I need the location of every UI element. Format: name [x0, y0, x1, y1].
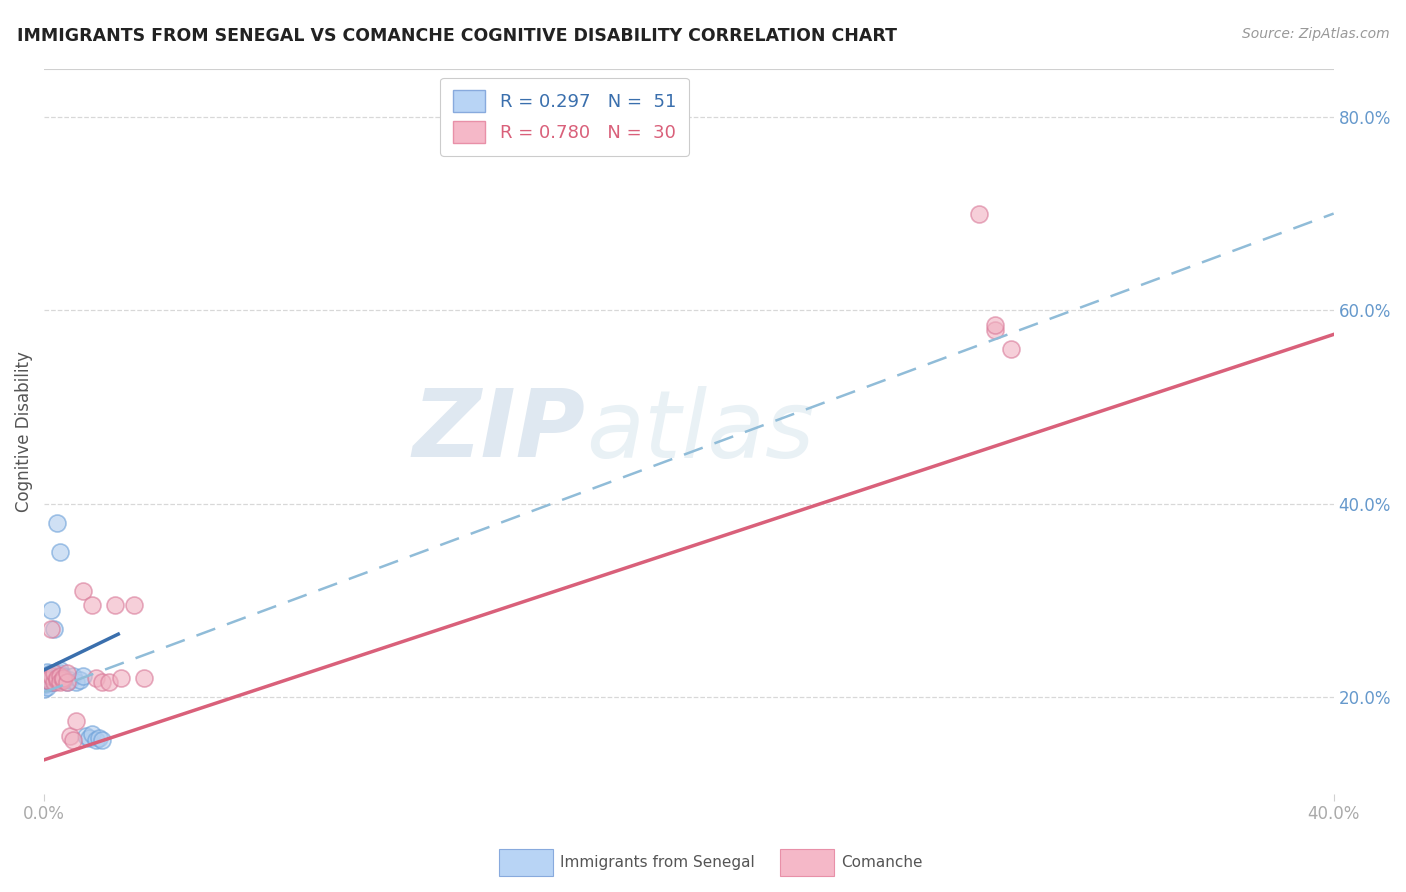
Point	[46, 673, 69, 687]
Point	[37, 670, 59, 684]
Point	[46, 516, 69, 530]
Point	[49, 669, 72, 683]
Point	[32, 673, 55, 687]
Point	[52, 671, 75, 685]
Point	[59, 673, 82, 687]
Point	[984, 318, 1007, 332]
Point	[52, 669, 75, 683]
Point	[49, 669, 72, 683]
Point	[39, 603, 62, 617]
Text: Comanche: Comanche	[841, 855, 922, 870]
Point	[52, 673, 75, 687]
Point	[1000, 342, 1022, 356]
Point	[65, 675, 87, 690]
Point	[37, 673, 59, 687]
Point	[97, 675, 120, 690]
Point	[82, 727, 104, 741]
Point	[39, 669, 62, 683]
Text: ZIP: ZIP	[413, 385, 586, 477]
Point	[55, 675, 77, 690]
Legend: R = 0.297   N =  51, R = 0.780   N =  30: R = 0.297 N = 51, R = 0.780 N = 30	[440, 78, 689, 156]
Point	[132, 671, 155, 685]
Point	[39, 665, 62, 680]
Point	[55, 665, 77, 680]
Point	[42, 671, 65, 685]
Point	[32, 671, 55, 685]
Point	[87, 731, 110, 745]
Point	[82, 598, 104, 612]
Point	[62, 669, 84, 683]
Point	[984, 322, 1007, 336]
Point	[32, 671, 55, 685]
Point	[967, 206, 990, 220]
Point	[124, 598, 146, 612]
Point	[77, 731, 100, 745]
Point	[32, 675, 55, 690]
Point	[72, 669, 94, 683]
Point	[75, 729, 97, 743]
Point	[39, 623, 62, 637]
Point	[42, 669, 65, 683]
Point	[32, 677, 55, 691]
Point	[32, 674, 55, 689]
Point	[65, 714, 87, 728]
Point	[62, 733, 84, 747]
Point	[46, 673, 69, 687]
Point	[42, 673, 65, 687]
Point	[91, 733, 114, 747]
Point	[32, 669, 55, 683]
Point	[37, 667, 59, 681]
Point	[32, 678, 55, 692]
Text: atlas: atlas	[586, 385, 814, 476]
Point	[42, 623, 65, 637]
Point	[42, 665, 65, 680]
Point	[49, 675, 72, 690]
Point	[46, 669, 69, 683]
Point	[37, 673, 59, 688]
Point	[52, 673, 75, 687]
Point	[37, 665, 59, 679]
Point	[42, 665, 65, 680]
Point	[37, 681, 59, 695]
Point	[42, 675, 65, 690]
Point	[49, 663, 72, 677]
Point	[49, 665, 72, 680]
Text: Immigrants from Senegal: Immigrants from Senegal	[560, 855, 755, 870]
Point	[37, 672, 59, 686]
Point	[46, 671, 69, 685]
Point	[84, 733, 107, 747]
Point	[37, 673, 59, 687]
Point	[49, 545, 72, 559]
Point	[32, 682, 55, 697]
Text: Source: ZipAtlas.com: Source: ZipAtlas.com	[1241, 27, 1389, 41]
Point	[46, 671, 69, 685]
Point	[72, 583, 94, 598]
Point	[59, 729, 82, 743]
Point	[39, 675, 62, 690]
Point	[37, 676, 59, 690]
Point	[104, 598, 127, 612]
Point	[84, 671, 107, 685]
Point	[39, 671, 62, 685]
Point	[91, 675, 114, 690]
Text: IMMIGRANTS FROM SENEGAL VS COMANCHE COGNITIVE DISABILITY CORRELATION CHART: IMMIGRANTS FROM SENEGAL VS COMANCHE COGN…	[17, 27, 897, 45]
Y-axis label: Cognitive Disability: Cognitive Disability	[15, 351, 32, 511]
Point	[39, 670, 62, 684]
Point	[69, 673, 91, 687]
Point	[110, 671, 132, 685]
Point	[55, 675, 77, 690]
Point	[39, 672, 62, 686]
Point	[42, 675, 65, 690]
Point	[49, 673, 72, 687]
